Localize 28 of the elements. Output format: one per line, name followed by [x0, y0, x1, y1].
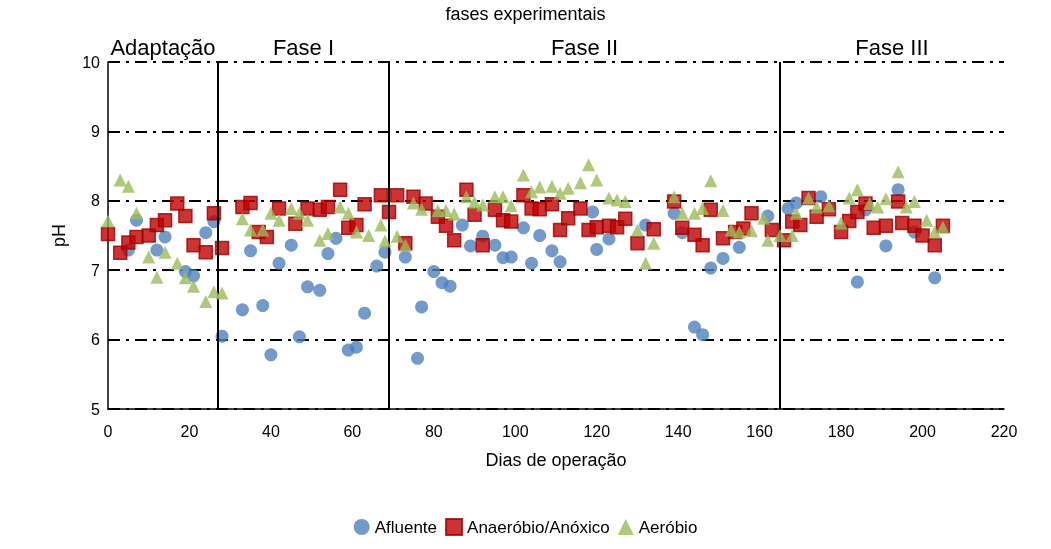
- legend-label: Anaeróbio/Anóxico: [467, 517, 610, 537]
- x-tick-label: 140: [664, 422, 692, 440]
- y-tick-label: 6: [91, 331, 101, 349]
- text: Fase I: [272, 34, 335, 60]
- y-tick-label: 10: [82, 53, 101, 71]
- x-tick-label: 0: [103, 422, 113, 440]
- y-tick-label: 9: [91, 122, 101, 140]
- x-tick-label: 100: [501, 422, 529, 440]
- legend-label: Afluente: [374, 517, 438, 537]
- x-tick-label: 40: [262, 422, 280, 440]
- text: Fase II: [550, 34, 619, 60]
- y-tick-label: 8: [91, 192, 101, 210]
- text: Fase III: [855, 34, 929, 60]
- y-axis-title: pH: [49, 223, 69, 248]
- x-tick-label: 160: [746, 422, 774, 440]
- y-tick-label: 5: [91, 400, 101, 418]
- x-tick-label: 120: [583, 422, 611, 440]
- x-tick-label: 180: [827, 422, 855, 440]
- x-tick-label: 80: [424, 422, 443, 440]
- x-tick-label: 200: [909, 422, 936, 440]
- text: Adaptação: [110, 34, 216, 60]
- x-tick-label: 60: [343, 422, 362, 440]
- x-tick-label: 20: [180, 422, 199, 440]
- legend-label: Aeróbio: [638, 517, 698, 537]
- x-axis-title: Dias de operação: [485, 450, 627, 470]
- y-tick-label: 7: [91, 261, 101, 279]
- chart-title: fases experimentais: [445, 4, 606, 24]
- x-tick-label: 220: [990, 422, 1018, 440]
